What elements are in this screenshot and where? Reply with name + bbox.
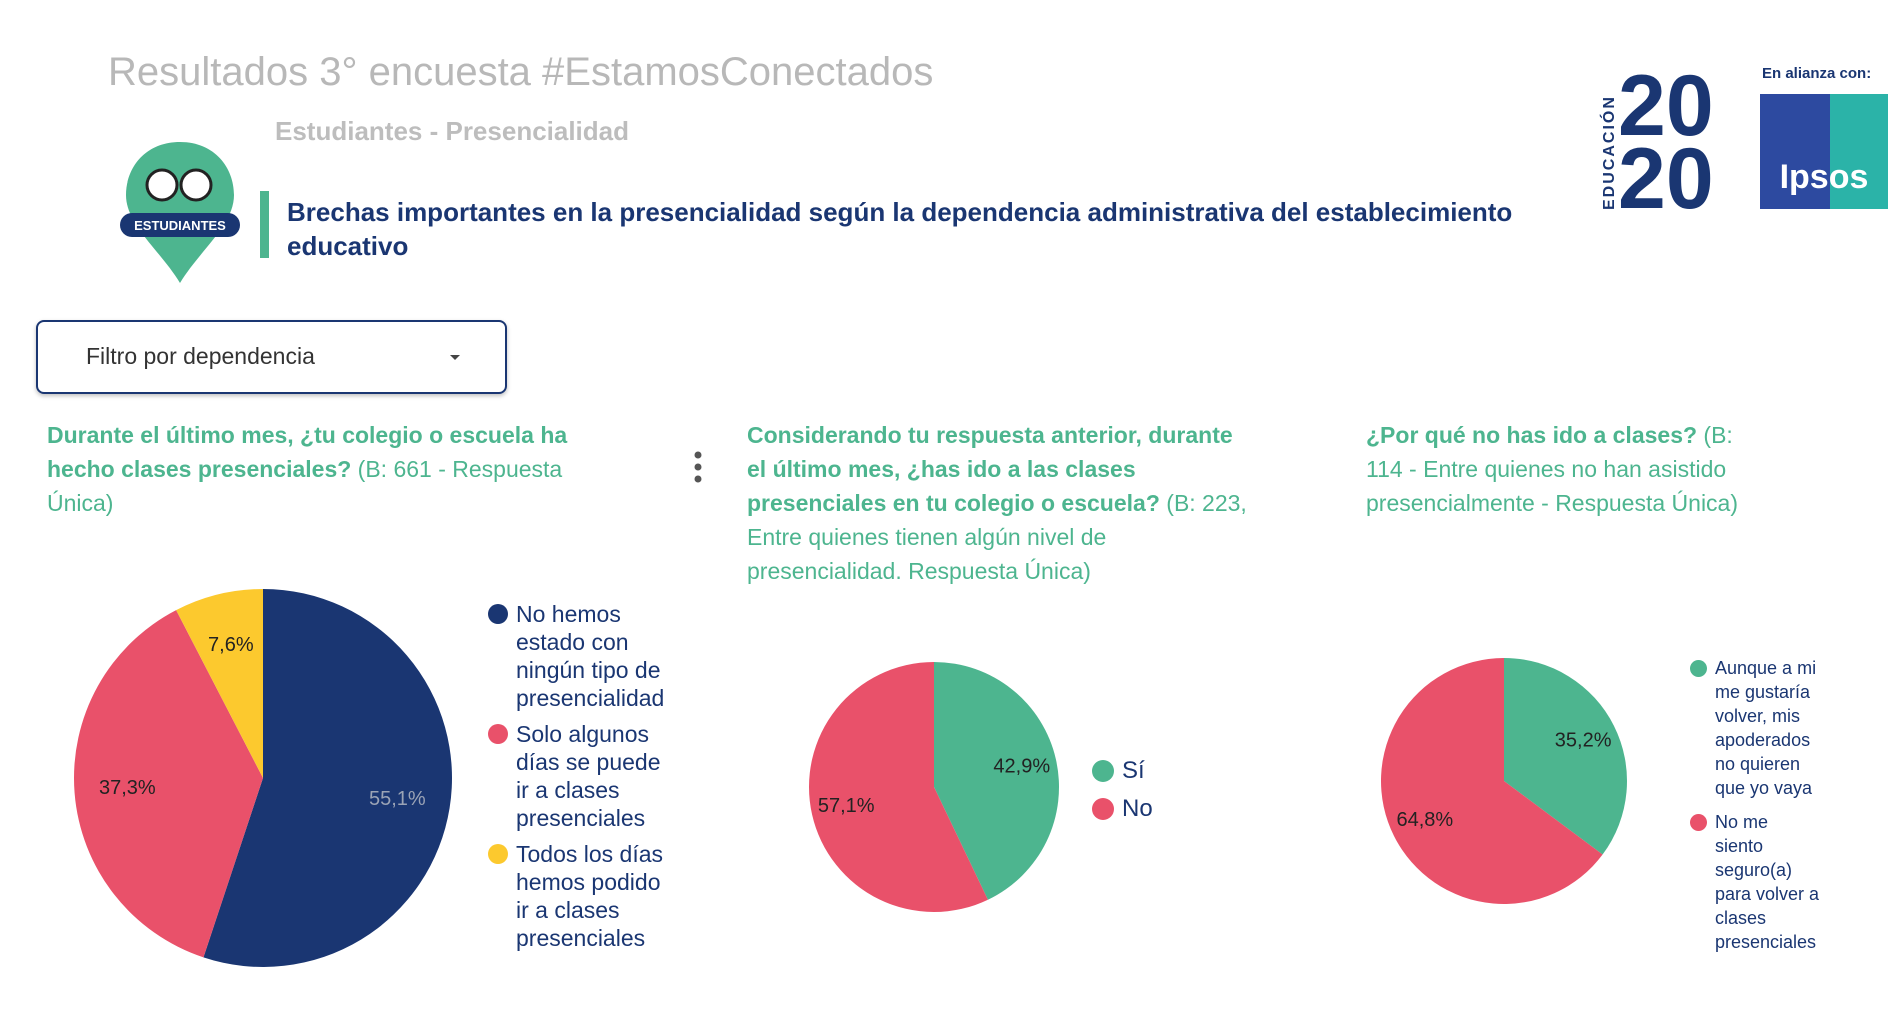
chart-subtitle: (B: 223, Entre quienes tienen algún nive… [747, 490, 1247, 584]
partner-label: En alianza con: [1762, 65, 1871, 82]
legend-item: No me siento seguro(a) para volver a cla… [1690, 810, 1820, 954]
logo-top: 20 [1618, 60, 1714, 154]
chart-subtitle: (B: 661 - Respuesta Única) [47, 456, 563, 516]
legend-swatch [488, 724, 508, 744]
legend: No hemos estado con ningún tipo de prese… [488, 600, 678, 960]
logo-bottom: 20 [1618, 131, 1714, 220]
partner-name: Ipsos [1780, 158, 1869, 196]
filter-dropdown[interactable]: Filtro por dependencia [36, 320, 507, 394]
legend-item: Aunque a mi me gustaría volver, mis apod… [1690, 656, 1820, 800]
chart-title-block: Considerando tu respuesta anterior, dura… [747, 418, 1252, 588]
chart-title-block: Durante el último mes, ¿tu colegio o esc… [47, 418, 617, 520]
pie-slice [1380, 658, 1603, 904]
headline: Brechas importantes en la presencialidad… [287, 197, 1513, 261]
legend-swatch [488, 844, 508, 864]
legend-item: No [1092, 790, 1212, 828]
legend-label: Sí [1122, 757, 1145, 784]
legend-label: Todos los días hemos podido ir a clases … [516, 841, 664, 951]
legend-label: No [1122, 795, 1153, 822]
legend-item: No hemos estado con ningún tipo de prese… [488, 600, 678, 712]
pie-slice [1504, 658, 1627, 855]
legend-swatch [1092, 798, 1114, 820]
slice-label: 57,1% [818, 795, 875, 817]
legend-swatch [1092, 760, 1114, 782]
slice-label: 42,9% [993, 755, 1050, 777]
filter-label: Filtro por dependencia [86, 343, 315, 369]
slice-label: 7,6% [208, 634, 254, 656]
legend-swatch [1690, 659, 1707, 677]
legend-item: Solo algunos días se puede ir a clases p… [488, 720, 678, 832]
legend-item: Todos los días hemos podido ir a clases … [488, 840, 678, 952]
legend: Sí No [1092, 752, 1212, 828]
chart-title: Durante el último mes, ¿tu colegio o esc… [47, 422, 568, 482]
slice-label: 37,3% [99, 777, 156, 799]
legend-label: Aunque a mi me gustaría volver, mis apod… [1715, 658, 1817, 798]
legend-label: No hemos estado con ningún tipo de prese… [516, 601, 665, 711]
headline-bar [260, 191, 269, 258]
legend-label: No me siento seguro(a) para volver a cla… [1715, 812, 1820, 952]
logo-text: EDUCACIÓN [1599, 95, 1618, 210]
legend-label: Solo algunos días se puede ir a clases p… [516, 721, 661, 831]
legend-swatch [488, 604, 508, 624]
pie-slice [74, 610, 263, 958]
slice-label: 35,2% [1555, 730, 1612, 752]
slice-label: 55,1% [369, 788, 426, 810]
slice-label: 64,8% [1396, 809, 1453, 831]
pie-slice [176, 589, 263, 778]
chart-title: Considerando tu respuesta anterior, dura… [747, 422, 1233, 516]
logos: EDUCACIÓN 20 20 En alianza con: Ipsos [1599, 60, 1888, 220]
menu-button[interactable] [690, 450, 706, 486]
page-title: Resultados 3° encuesta #EstamosConectado… [108, 50, 934, 94]
chart-title-block: ¿Por qué no has ido a clases? (B: 114 - … [1366, 418, 1756, 520]
legend-item: Sí [1092, 752, 1212, 790]
icon-label: ESTUDIANTES [134, 218, 226, 233]
pie-slice [934, 662, 1059, 900]
pie-slice [203, 589, 453, 968]
dropdown-arrow [450, 355, 460, 365]
legend-swatch [1690, 813, 1707, 831]
students-icon: ESTUDIANTES [120, 142, 240, 283]
chart-subtitle: (B: 114 - Entre quienes no han asistido … [1366, 422, 1739, 516]
legend: Aunque a mi me gustaría volver, mis apod… [1690, 656, 1820, 964]
page-subtitle: Estudiantes - Presencialidad [275, 116, 630, 146]
chart-title: ¿Por qué no has ido a clases? [1366, 422, 1698, 448]
pie-slice [808, 662, 988, 913]
